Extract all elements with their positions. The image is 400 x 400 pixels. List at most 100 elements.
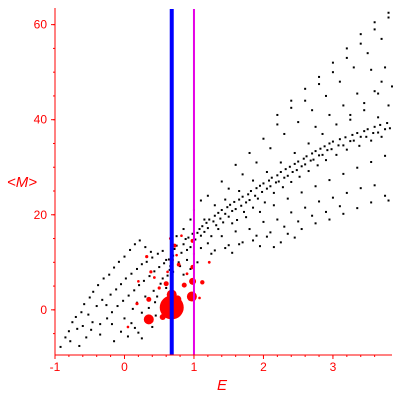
black-point <box>151 325 154 328</box>
red-point <box>143 314 154 325</box>
black-point <box>342 212 345 215</box>
black-point <box>286 232 289 235</box>
black-point <box>233 200 236 203</box>
black-point <box>370 201 373 204</box>
black-point <box>245 201 248 204</box>
black-point <box>288 165 291 168</box>
black-point <box>298 175 301 178</box>
black-point <box>101 298 104 301</box>
black-point <box>179 265 182 268</box>
black-point <box>166 274 169 277</box>
black-point <box>363 130 366 133</box>
black-point <box>384 66 387 69</box>
black-point <box>140 263 143 266</box>
black-point <box>182 243 185 246</box>
black-point <box>120 283 123 286</box>
black-point <box>345 148 348 151</box>
ticks-group: -1 0 1 2 3 0 20 40 60 <box>34 18 376 374</box>
black-point <box>198 228 201 231</box>
red-point <box>180 234 183 237</box>
black-point <box>377 131 380 134</box>
black-point <box>377 116 380 119</box>
black-point <box>115 288 118 291</box>
black-point <box>356 207 359 210</box>
black-point <box>300 165 303 168</box>
black-point <box>116 305 119 308</box>
black-point <box>262 220 265 223</box>
black-point <box>311 152 314 155</box>
black-point <box>241 173 244 176</box>
black-point <box>133 243 136 246</box>
black-point <box>269 147 272 150</box>
black-point <box>238 198 241 201</box>
black-point <box>276 218 279 221</box>
black-point <box>328 113 331 116</box>
black-point <box>366 128 369 131</box>
black-point <box>300 228 303 231</box>
black-point <box>384 154 387 157</box>
black-point <box>109 293 112 296</box>
black-point <box>226 206 229 209</box>
black-point <box>210 252 213 255</box>
black-point <box>168 268 171 271</box>
black-point <box>356 92 359 95</box>
black-point <box>199 199 202 202</box>
black-point <box>234 163 237 166</box>
black-point <box>217 211 220 214</box>
black-point <box>159 282 162 285</box>
black-point <box>359 135 362 138</box>
black-point <box>304 99 307 102</box>
black-point <box>138 284 141 287</box>
vertical-lines-group <box>169 9 195 355</box>
black-point <box>356 166 359 169</box>
black-point <box>182 228 185 231</box>
black-point <box>91 321 94 324</box>
black-point <box>328 179 331 182</box>
red-point <box>186 291 197 302</box>
black-point <box>318 83 321 86</box>
black-point <box>380 37 383 40</box>
black-point <box>284 168 287 171</box>
black-point <box>151 256 154 259</box>
black-point <box>74 315 77 318</box>
black-point <box>231 222 234 225</box>
red-point <box>200 280 205 285</box>
black-point <box>270 176 273 179</box>
black-point <box>248 151 251 154</box>
black-point <box>297 121 300 124</box>
black-point <box>377 92 380 95</box>
black-point <box>290 99 293 102</box>
black-point <box>324 94 327 97</box>
black-point <box>363 109 366 112</box>
black-point <box>95 305 98 308</box>
red-point <box>181 282 187 288</box>
black-point <box>297 160 300 163</box>
black-point <box>380 135 383 138</box>
black-point <box>133 289 136 292</box>
black-point <box>314 150 317 153</box>
black-point <box>252 206 255 209</box>
black-point <box>293 162 296 165</box>
black-point <box>152 289 155 292</box>
black-point <box>242 210 245 213</box>
red-point <box>149 270 153 274</box>
black-point <box>64 336 67 339</box>
black-point <box>286 174 289 177</box>
black-point <box>120 330 123 333</box>
black-point <box>331 140 334 143</box>
black-point <box>324 159 327 162</box>
black-point <box>186 258 189 261</box>
black-point <box>316 164 319 167</box>
black-point <box>129 248 132 251</box>
black-point <box>331 61 334 64</box>
black-point <box>319 147 322 150</box>
black-point <box>363 102 366 105</box>
black-point <box>337 144 340 147</box>
black-point <box>206 194 209 197</box>
black-point <box>67 330 70 333</box>
black-point <box>252 179 255 182</box>
black-point <box>175 244 178 247</box>
black-point <box>323 145 326 148</box>
black-point <box>352 139 355 142</box>
black-point <box>189 267 192 270</box>
